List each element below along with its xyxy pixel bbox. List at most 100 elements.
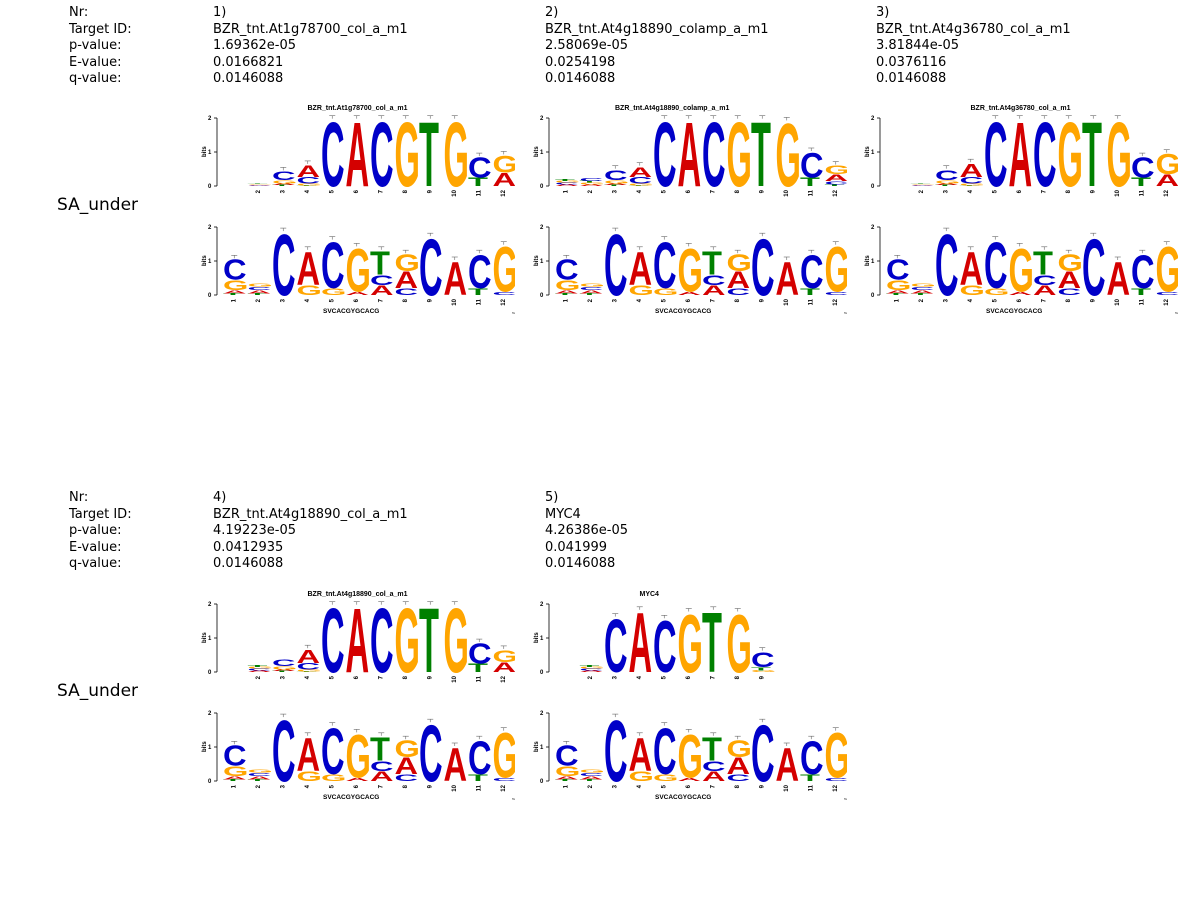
logo-letter-G: G	[629, 769, 654, 785]
timestamp-label: Tomtom 17.29.54 13.59	[844, 311, 847, 315]
x-tick-label: 11	[476, 189, 482, 196]
logo-letter-C: C	[468, 245, 492, 299]
logo-letter-C: C	[1058, 287, 1082, 298]
logo-letter-C: C	[751, 648, 775, 672]
logo-letter-G: G	[580, 282, 605, 287]
logo-letter-G: G	[1107, 102, 1132, 206]
logo-letter-C: C	[580, 286, 604, 291]
motif-logo-pair: BZR_tnt.At4g18890_col_a_m1012bitsACGT2TA…	[202, 588, 516, 801]
x-tick-label: 9	[1090, 298, 1096, 302]
logo-letter-G: G	[248, 184, 273, 185]
y-tick-label: 0	[208, 779, 212, 785]
timestamp-label: Tomtom 17.29.54 13.59	[512, 311, 515, 315]
logo-letter-C: C	[751, 709, 775, 798]
match-q-value: 0.0146088	[213, 71, 284, 86]
logo-letter-G: G	[321, 773, 346, 784]
logo-letter-C: C	[321, 102, 345, 206]
match-info: 1) BZR_tnt.At1g78700_col_a_m1 1.69362e-0…	[213, 5, 408, 88]
x-tick-label: 6	[354, 189, 360, 193]
logo-letter-T: T	[911, 183, 931, 184]
x-tick-label: 8	[403, 298, 409, 302]
logo-letter-A: A	[580, 670, 604, 673]
motif-logo-pair: BZR_tnt.At4g18890_colamp_a_m1012bitsACGT…	[534, 102, 847, 315]
logo-letter-C: C	[370, 272, 394, 288]
match-q-value: 0.0146088	[876, 71, 947, 86]
logo-letter-C: C	[727, 773, 751, 784]
logo-letter-C: C	[653, 716, 677, 790]
logo-letter-T: T	[272, 671, 292, 673]
match-p-value: 1.69362e-05	[213, 38, 296, 53]
x-tick-label: 2	[256, 784, 262, 788]
y-axis-label: bits	[202, 632, 208, 643]
logo-letter-G: G	[776, 106, 801, 206]
logo-letter-A: A	[370, 769, 394, 785]
logo-letter-T: T	[1131, 287, 1151, 298]
logo-letter-C: C	[751, 223, 775, 312]
match-info: 2) BZR_tnt.At4g18890_colamp_a_m1 2.58069…	[545, 5, 769, 88]
y-tick-label: 2	[871, 225, 875, 231]
logo-letter-G: G	[960, 183, 985, 186]
logo-letter-C: C	[297, 175, 321, 186]
logo-letter-G: G	[727, 598, 752, 690]
logo-letter-G: G	[248, 282, 273, 287]
logo-letter-C: C	[248, 668, 272, 671]
logo-letter-T: T	[555, 779, 575, 782]
logo-letter-C: C	[604, 167, 628, 183]
logo-letter-A: A	[248, 775, 272, 780]
x-tick-label: 2	[919, 298, 925, 302]
x-tick-label: 7	[378, 298, 384, 302]
logo-letter-T: T	[960, 185, 980, 186]
match-e-value: 0.041999	[545, 539, 608, 555]
logo-letter-G: G	[678, 598, 703, 690]
logo-letter-C: C	[629, 175, 653, 186]
x-tick-label: 2	[256, 189, 262, 193]
logo-letter-A: A	[678, 102, 702, 206]
logo-letter-T: T	[468, 176, 488, 189]
logo-letter-C: C	[419, 709, 443, 798]
logo-letter-C: C	[800, 731, 824, 785]
match-info: 3) BZR_tnt.At4g36780_col_a_m1 3.81844e-0…	[876, 5, 1071, 88]
logo-letter-C: C	[370, 758, 394, 774]
logo-letter-T: T	[223, 779, 243, 782]
y-tick-label: 1	[540, 150, 544, 156]
p-value-label: p-value:	[69, 38, 122, 53]
logo-letter-G: G	[223, 764, 248, 780]
logo-letter-A: A	[629, 242, 653, 296]
logo-letter-C: C	[935, 167, 959, 183]
logo-letter-C: C	[493, 291, 516, 296]
logo-letter-C: C	[653, 230, 677, 304]
x-tick-label: 12	[501, 298, 507, 305]
logo-letter-G: G	[395, 102, 420, 206]
y-tick-label: 0	[208, 293, 212, 299]
logo-letter-C: C	[321, 716, 345, 790]
logo-letter-C: C	[653, 607, 677, 688]
y-tick-label: 1	[540, 636, 544, 642]
x-tick-label: 5	[661, 675, 667, 679]
logo-letter-A: A	[493, 660, 516, 676]
x-tick-label: 1	[894, 298, 900, 302]
x-tick-label: 5	[329, 784, 335, 788]
x-tick-label: 2	[588, 298, 594, 302]
logo-letter-C: C	[960, 175, 984, 186]
logo-letter-C: C	[223, 255, 247, 287]
match-nr: 5)	[545, 490, 559, 505]
logo-letter-T: T	[702, 730, 722, 767]
match-target-id: BZR_tnt.At4g18890_col_a_m1	[213, 506, 408, 522]
y-tick-label: 2	[208, 116, 212, 122]
logo-letter-C: C	[1156, 291, 1179, 296]
logo-letter-T: T	[468, 773, 488, 784]
logo-letter-A: A	[223, 775, 247, 780]
y-tick-label: 1	[540, 745, 544, 751]
logo-letter-A: A	[297, 163, 321, 181]
query-name: SA_under	[57, 681, 139, 701]
consensus-label: SVCACGYGCACG	[655, 794, 711, 801]
x-tick-label: 9	[759, 784, 765, 788]
y-tick-label: 2	[540, 711, 544, 717]
e-value-label: E-value:	[69, 54, 122, 70]
logo-letter-T: T	[555, 293, 575, 296]
x-tick-label: 12	[833, 784, 839, 791]
x-tick-label: 10	[452, 298, 458, 305]
logo-letter-A: A	[248, 289, 272, 294]
q-value-label: q-value:	[69, 556, 122, 571]
x-tick-label: 8	[403, 675, 409, 679]
